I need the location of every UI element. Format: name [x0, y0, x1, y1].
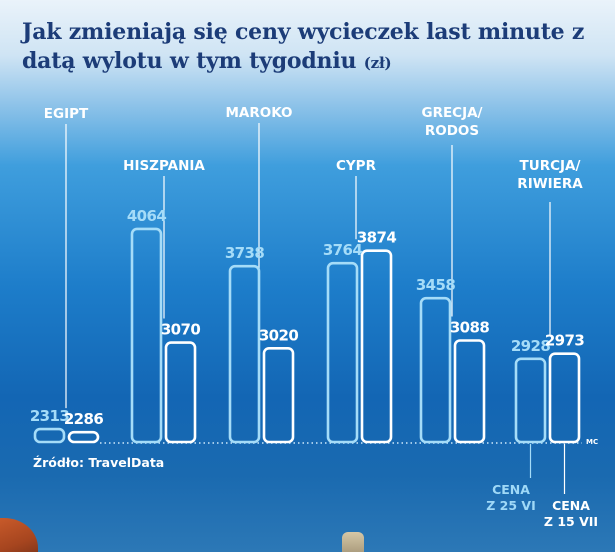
value-label-series-b: 3874 — [357, 229, 397, 247]
chart-title: Jak zmieniają się ceny wycieczek last mi… — [22, 18, 602, 78]
chart-title-unit: (zł) — [363, 54, 392, 72]
bar-series-a — [33, 427, 66, 444]
category-label: HISZPANIA — [123, 158, 205, 174]
value-label-series-a: 3738 — [225, 244, 265, 262]
value-label-series-b: 3088 — [450, 319, 490, 337]
category-label: EGIPT — [44, 106, 89, 122]
legend-series-25-vi-line-1: CENA — [492, 482, 530, 497]
category-label: CYPR — [336, 158, 377, 174]
value-label-series-a: 3458 — [416, 276, 456, 294]
legend-series-15-vii-line-1: CENA — [552, 498, 590, 513]
bar-series-a — [130, 227, 163, 444]
building-illustration — [342, 532, 364, 552]
value-label-series-a: 2928 — [511, 337, 551, 355]
bar-series-b — [453, 339, 486, 444]
category-label: RIWIERA — [517, 176, 583, 192]
legend-series-25-vi: CENA Z 25 VI — [474, 482, 548, 514]
value-label-series-b: 2286 — [64, 410, 104, 428]
value-label-series-b: 2973 — [545, 332, 585, 350]
bar-series-a — [514, 357, 547, 444]
chart-title-text: Jak zmieniają się ceny wycieczek last mi… — [22, 19, 585, 74]
category-label: RODOS — [425, 123, 479, 139]
author-credit: MC — [586, 438, 599, 446]
bar-series-a — [228, 264, 261, 444]
legend-series-25-vi-line-2: Z 25 VI — [486, 498, 536, 513]
category-label: GRECJA/ — [421, 105, 482, 121]
value-label-series-a: 2313 — [30, 407, 70, 425]
bar-series-b — [67, 430, 100, 444]
bar-series-b — [262, 346, 295, 444]
category-label: TURCJA/ — [520, 158, 581, 174]
legend-series-15-vii-line-2: Z 15 VII — [543, 514, 599, 529]
value-label-series-a: 3764 — [323, 241, 363, 259]
value-label-series-a: 4064 — [127, 207, 167, 225]
bar-series-b — [164, 341, 197, 444]
value-label-series-b: 3020 — [259, 326, 299, 344]
bar-series-a — [326, 261, 359, 444]
value-label-series-b: 3070 — [161, 321, 201, 339]
bar-series-b — [548, 352, 581, 444]
bar-series-a — [419, 296, 452, 444]
bar-series-b — [360, 249, 393, 444]
legend-series-15-vii: CENA Z 15 VII — [533, 498, 609, 530]
source-note: Źródło: TravelData — [33, 455, 165, 470]
category-label: MAROKO — [225, 105, 292, 121]
